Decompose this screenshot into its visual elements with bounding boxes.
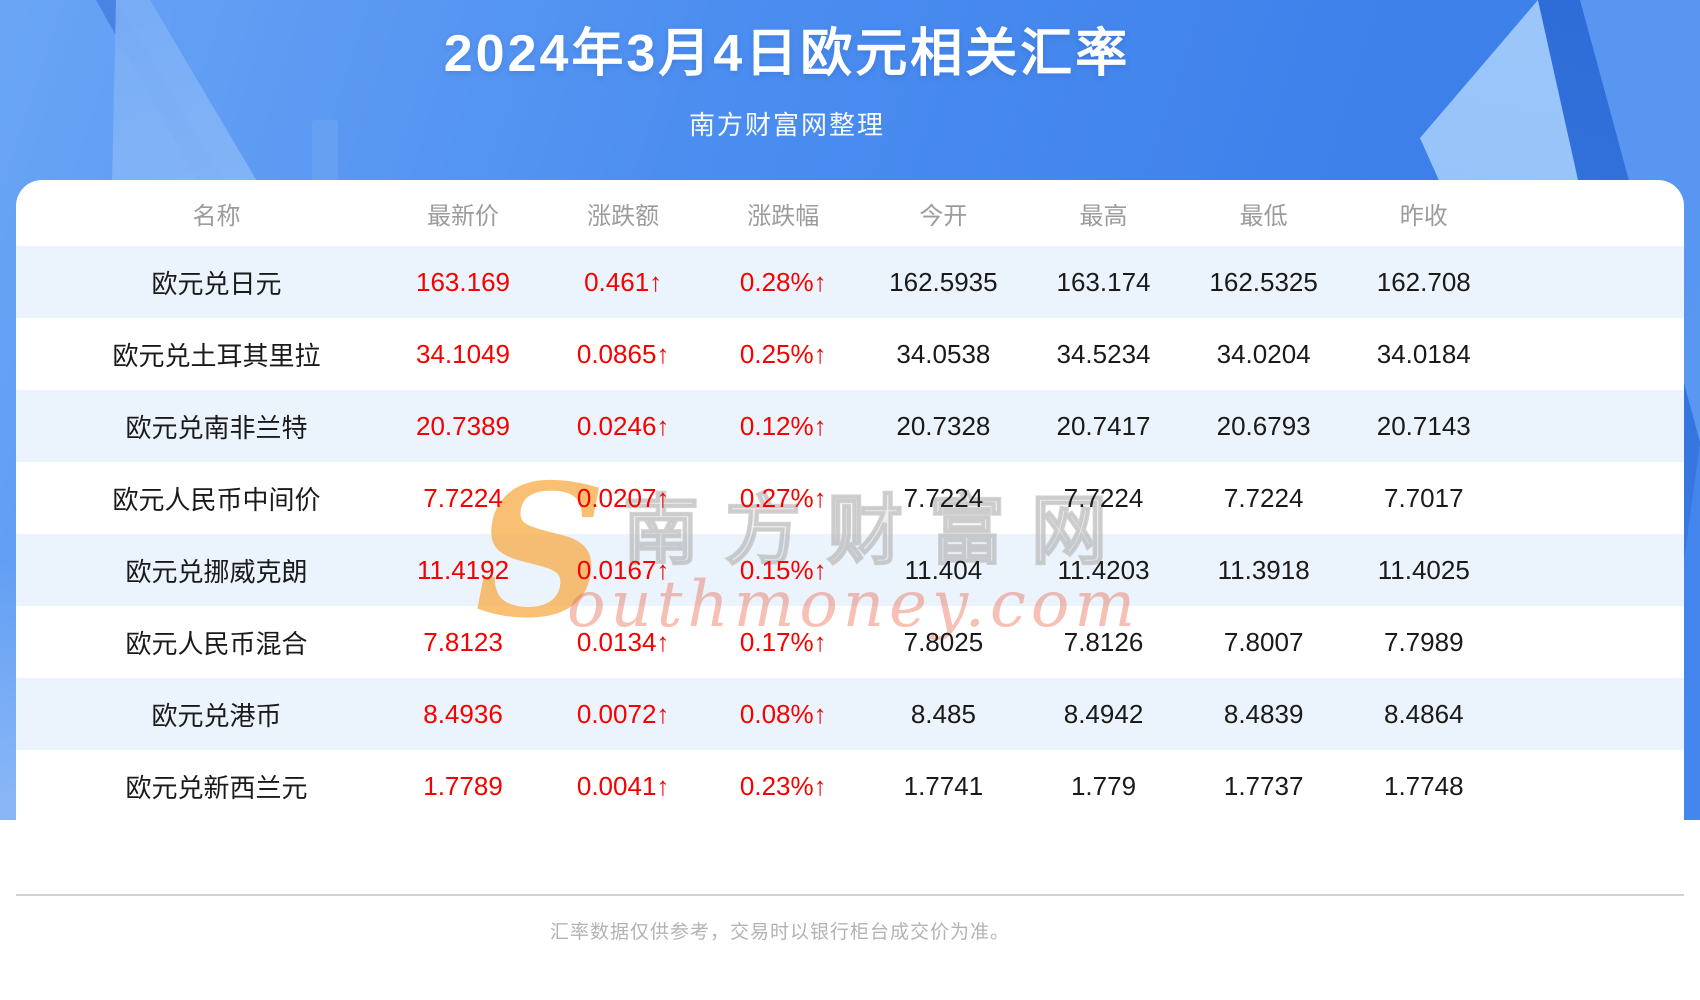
cell-name: 欧元人民币中间价 bbox=[112, 484, 321, 515]
cell-name: 欧元兑新西兰元 bbox=[125, 772, 308, 803]
disclaimer-text: 汇率数据仅供参考，交易时以银行柜台成交价为准。 bbox=[549, 922, 1010, 943]
cell-latest-price: 34.1049 bbox=[416, 338, 510, 369]
cell-latest-price: 20.7389 bbox=[416, 410, 510, 441]
cell-high: 11.4203 bbox=[1057, 554, 1150, 585]
col-header-change: 涨跌额 bbox=[587, 202, 660, 230]
table-header-row: 名称 最新价 涨跌额 涨跌幅 今开 最高 最低 昨收 bbox=[16, 180, 1684, 246]
cell-change-percent: 0.25%↑ bbox=[739, 338, 827, 369]
table-row: 欧元兑港币 8.4936 0.0072↑ 0.08%↑ 8.485 8.4942… bbox=[16, 678, 1684, 750]
cell-high: 163.174 bbox=[1056, 266, 1151, 297]
cell-open: 8.485 bbox=[910, 698, 976, 729]
cell-open: 7.8025 bbox=[903, 626, 984, 657]
cell-name: 欧元兑挪威克朗 bbox=[125, 556, 308, 587]
table-row: 欧元兑日元 163.169 0.461↑ 0.28%↑ 162.5935 163… bbox=[16, 246, 1684, 318]
table-row: 欧元兑土耳其里拉 34.1049 0.0865↑ 0.25%↑ 34.0538 … bbox=[16, 318, 1684, 390]
exchange-rates-table: 名称 最新价 涨跌额 涨跌幅 今开 最高 最低 昨收 欧元兑日元 163.169… bbox=[16, 180, 1684, 822]
col-header-prev-close: 昨收 bbox=[1399, 202, 1448, 230]
cell-name: 欧元兑港币 bbox=[151, 700, 282, 731]
cell-low: 20.6793 bbox=[1216, 410, 1311, 441]
col-header-latest: 最新价 bbox=[427, 202, 500, 230]
table-row: 欧元兑南非兰特 20.7389 0.0246↑ 0.12%↑ 20.7328 2… bbox=[16, 390, 1684, 462]
cell-low: 7.7224 bbox=[1223, 482, 1304, 513]
cell-open: 7.7224 bbox=[903, 482, 984, 513]
cell-latest-price: 163.169 bbox=[416, 266, 510, 297]
cell-change-percent: 0.15%↑ bbox=[739, 554, 827, 585]
cell-change-amount: 0.0041↑ bbox=[576, 770, 670, 801]
cell-change-amount: 0.0865↑ bbox=[576, 338, 670, 369]
cell-change-amount: 0.0072↑ bbox=[576, 698, 670, 729]
cell-prev-close: 34.0184 bbox=[1376, 338, 1471, 369]
cell-prev-close: 7.7017 bbox=[1384, 482, 1464, 513]
cell-name: 欧元兑南非兰特 bbox=[125, 412, 308, 443]
cell-low: 8.4839 bbox=[1223, 698, 1304, 729]
cell-latest-price: 7.7224 bbox=[423, 482, 503, 513]
cell-change-percent: 0.08%↑ bbox=[739, 698, 827, 729]
cell-change-percent: 0.28%↑ bbox=[739, 266, 827, 297]
cell-prev-close: 8.4864 bbox=[1384, 698, 1464, 729]
cell-low: 7.8007 bbox=[1223, 626, 1304, 657]
cell-high: 7.7224 bbox=[1063, 482, 1144, 513]
cell-latest-price: 7.8123 bbox=[423, 626, 503, 657]
cell-latest-price: 8.4936 bbox=[423, 698, 503, 729]
cell-low: 162.5325 bbox=[1209, 266, 1318, 297]
cell-high: 1.779 bbox=[1070, 770, 1137, 801]
cell-prev-close: 1.7748 bbox=[1384, 770, 1464, 801]
col-header-high: 最高 bbox=[1079, 202, 1128, 230]
col-header-percent: 涨跌幅 bbox=[747, 202, 820, 230]
cell-high: 7.8126 bbox=[1063, 626, 1144, 657]
cell-prev-close: 20.7143 bbox=[1376, 410, 1471, 441]
footer-divider bbox=[16, 894, 1684, 896]
cell-name: 欧元人民币混合 bbox=[125, 628, 308, 659]
cell-change-amount: 0.461↑ bbox=[584, 266, 663, 297]
cell-change-amount: 0.0167↑ bbox=[576, 554, 670, 585]
cell-latest-price: 1.7789 bbox=[423, 770, 503, 801]
cell-high: 20.7417 bbox=[1056, 410, 1151, 441]
col-header-name: 名称 bbox=[192, 202, 241, 230]
col-header-low: 最低 bbox=[1239, 202, 1288, 230]
cell-open: 1.7741 bbox=[903, 770, 984, 801]
page-header: 2024年3月4日欧元相关汇率 南方财富网整理 bbox=[0, 0, 1574, 180]
col-header-spacer bbox=[1504, 180, 1684, 246]
table-row: 欧元兑挪威克朗 11.4192 0.0167↑ 0.15%↑ 11.404 11… bbox=[16, 534, 1684, 606]
cell-change-amount: 0.0246↑ bbox=[576, 410, 670, 441]
cell-open: 20.7328 bbox=[896, 410, 991, 441]
table-row: 欧元人民币混合 7.8123 0.0134↑ 0.17%↑ 7.8025 7.8… bbox=[16, 606, 1684, 678]
cell-change-amount: 0.0207↑ bbox=[576, 482, 670, 513]
cell-prev-close: 11.4025 bbox=[1377, 554, 1470, 585]
cell-name: 欧元兑日元 bbox=[151, 268, 282, 299]
cell-low: 34.0204 bbox=[1216, 338, 1311, 369]
rates-card: S 南方财富网 outhmoney.com 名称 最新价 涨跌额 涨跌幅 今开 … bbox=[16, 180, 1684, 822]
cell-name: 欧元兑土耳其里拉 bbox=[112, 340, 321, 371]
cell-open: 11.404 bbox=[904, 554, 983, 585]
cell-high: 8.4942 bbox=[1063, 698, 1144, 729]
cell-change-percent: 0.12%↑ bbox=[739, 410, 827, 441]
page-title: 2024年3月4日欧元相关汇率 bbox=[443, 25, 1131, 83]
cell-low: 1.7737 bbox=[1223, 770, 1304, 801]
cell-change-percent: 0.27%↑ bbox=[739, 482, 827, 513]
cell-change-percent: 0.23%↑ bbox=[739, 770, 827, 801]
table-row: 欧元人民币中间价 7.7224 0.0207↑ 0.27%↑ 7.7224 7.… bbox=[16, 462, 1684, 534]
col-header-open: 今开 bbox=[919, 202, 968, 230]
cell-change-amount: 0.0134↑ bbox=[576, 626, 670, 657]
cell-prev-close: 162.708 bbox=[1376, 266, 1471, 297]
cell-prev-close: 7.7989 bbox=[1384, 626, 1464, 657]
cell-low: 11.3918 bbox=[1217, 554, 1310, 585]
cell-open: 34.0538 bbox=[896, 338, 991, 369]
page-subtitle: 南方财富网整理 bbox=[688, 110, 885, 140]
cell-change-percent: 0.17%↑ bbox=[739, 626, 827, 657]
cell-high: 34.5234 bbox=[1056, 338, 1151, 369]
cell-latest-price: 11.4192 bbox=[416, 554, 510, 585]
table-row: 欧元兑新西兰元 1.7789 0.0041↑ 0.23%↑ 1.7741 1.7… bbox=[16, 750, 1684, 822]
cell-open: 162.5935 bbox=[889, 266, 998, 297]
